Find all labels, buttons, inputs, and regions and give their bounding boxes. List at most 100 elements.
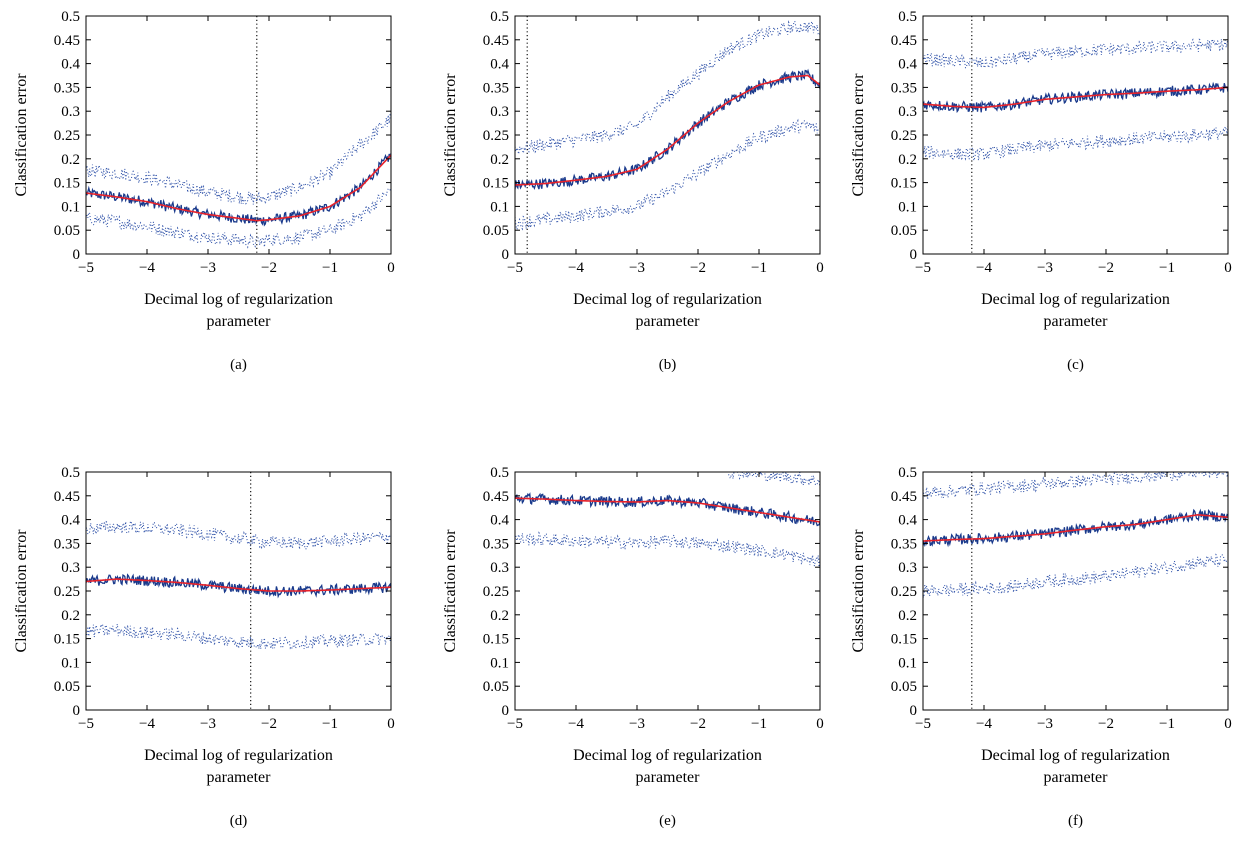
x-tick-label: −1 — [751, 716, 767, 732]
y-tick-label: 0.05 — [891, 223, 917, 239]
series-upper-bound — [923, 472, 1228, 500]
x-tick-label: −3 — [629, 260, 645, 276]
series-raw-error — [515, 492, 820, 527]
y-tick-label: 0.3 — [490, 104, 509, 120]
x-tick-label: −3 — [1037, 716, 1053, 732]
x-tick-label: −5 — [915, 260, 931, 276]
y-tick-label: 0.45 — [54, 33, 80, 49]
panel-caption: (f) — [1068, 813, 1083, 829]
x-tick-label: −4 — [139, 716, 155, 732]
panel-caption: (d) — [230, 813, 248, 829]
x-tick-label: −3 — [200, 716, 216, 732]
y-tick-label: 0.3 — [898, 104, 917, 120]
x-axis-label-line1: Decimal log of regularization — [981, 747, 1170, 764]
y-tick-label: 0.15 — [54, 632, 80, 648]
series-smoothed-error — [515, 74, 820, 186]
series-raw-error — [86, 573, 391, 599]
y-tick-label: 0.4 — [898, 513, 917, 529]
chart-panel-a: 0 0.05 0.1 0.15 0.2 0.25 0.3 0.35 0.4 0.45 0.5 −5 −4… — [13, 9, 395, 373]
x-tick-label: 0 — [387, 260, 395, 276]
x-tick-label: −1 — [1159, 716, 1175, 732]
x-tick-label: −2 — [1098, 260, 1114, 276]
y-tick-label: 0.4 — [898, 57, 917, 73]
y-tick-label: 0 — [910, 247, 918, 263]
series-smoothed-error — [515, 497, 820, 523]
plot-area — [923, 472, 1228, 710]
x-axis-label-line1: Decimal log of regularization — [144, 747, 333, 764]
y-tick-label: 0 — [502, 703, 510, 719]
plot-area — [515, 472, 820, 568]
x-tick-label: 0 — [816, 716, 824, 732]
y-tick-label: 0.15 — [483, 176, 509, 192]
x-tick-label: 0 — [1224, 260, 1232, 276]
y-tick-label: 0.25 — [483, 128, 509, 144]
panel-caption: (b) — [659, 357, 677, 373]
plot-frame — [922, 471, 1229, 711]
y-tick-label: 0.35 — [54, 80, 80, 96]
y-tick-label: 0.25 — [483, 584, 509, 600]
y-tick-label: 0.45 — [54, 489, 80, 505]
y-tick-label: 0.05 — [54, 223, 80, 239]
x-axis-label-line2: parameter — [1044, 769, 1109, 786]
series-raw-error — [515, 68, 820, 190]
x-tick-label: −5 — [78, 716, 94, 732]
x-tick-label: −5 — [507, 716, 523, 732]
y-tick-label: 0.25 — [891, 584, 917, 600]
x-tick-label: −4 — [976, 260, 992, 276]
series-lower-bound — [923, 124, 1228, 161]
y-tick-label: 0.3 — [898, 560, 917, 576]
series-raw-error — [86, 153, 391, 227]
y-tick-label: 0.35 — [891, 536, 917, 552]
y-tick-label: 0.2 — [61, 608, 80, 624]
y-tick-label: 0.15 — [891, 176, 917, 192]
y-tick-label: 0 — [73, 247, 81, 263]
x-tick-label: −2 — [261, 716, 277, 732]
x-tick-label: −3 — [1037, 260, 1053, 276]
x-tick-label: −4 — [139, 260, 155, 276]
y-axis-label: Classification error — [442, 529, 459, 653]
y-tick-label: 0.05 — [54, 679, 80, 695]
y-tick-label: 0.45 — [891, 33, 917, 49]
x-tick-label: −1 — [751, 260, 767, 276]
y-tick-label: 0.25 — [54, 128, 80, 144]
series-upper-bound — [86, 112, 391, 205]
y-tick-label: 0.45 — [891, 489, 917, 505]
y-tick-label: 0.05 — [891, 679, 917, 695]
y-axis-label: Classification error — [850, 529, 867, 653]
chart-panel-e: 0 0.05 0.1 0.15 0.2 0.25 0.3 0.35 0.4 0.45 0.5 −5 −4… — [442, 465, 824, 829]
x-axis-label-line1: Decimal log of regularization — [573, 291, 762, 308]
x-axis-label-line2: parameter — [636, 313, 701, 330]
x-tick-label: −2 — [1098, 716, 1114, 732]
y-tick-label: 0.5 — [490, 465, 509, 481]
x-tick-label: −3 — [629, 716, 645, 732]
y-tick-label: 0 — [910, 703, 918, 719]
y-tick-label: 0.4 — [61, 513, 80, 529]
series-smoothed-error — [86, 578, 391, 592]
y-tick-label: 0.2 — [490, 152, 509, 168]
series-raw-error — [923, 508, 1228, 548]
x-axis-label-line2: parameter — [1044, 313, 1109, 330]
y-tick-label: 0.3 — [61, 104, 80, 120]
y-tick-label: 0.25 — [54, 584, 80, 600]
y-tick-label: 0.1 — [61, 199, 80, 215]
y-tick-label: 0.4 — [490, 513, 509, 529]
series-upper-bound — [515, 20, 820, 155]
y-tick-label: 0.45 — [483, 489, 509, 505]
x-tick-label: −5 — [507, 260, 523, 276]
series-lower-bound — [515, 118, 820, 231]
plot-area — [923, 16, 1228, 254]
y-tick-label: 0.15 — [891, 632, 917, 648]
plot-frame — [514, 471, 821, 711]
chart-panel-b: 0 0.05 0.1 0.15 0.2 0.25 0.3 0.35 0.4 0.45 0.5 −5 −4… — [442, 9, 824, 373]
x-tick-label: −2 — [261, 260, 277, 276]
series-upper-bound — [86, 520, 391, 551]
y-tick-label: 0.25 — [891, 128, 917, 144]
series-lower-bound — [923, 553, 1228, 599]
plot-area — [86, 472, 391, 710]
x-tick-label: −4 — [568, 260, 584, 276]
x-axis-label-line1: Decimal log of regularization — [981, 291, 1170, 308]
series-lower-bound — [515, 531, 820, 568]
y-tick-label: 0.45 — [483, 33, 509, 49]
y-tick-label: 0 — [502, 247, 510, 263]
